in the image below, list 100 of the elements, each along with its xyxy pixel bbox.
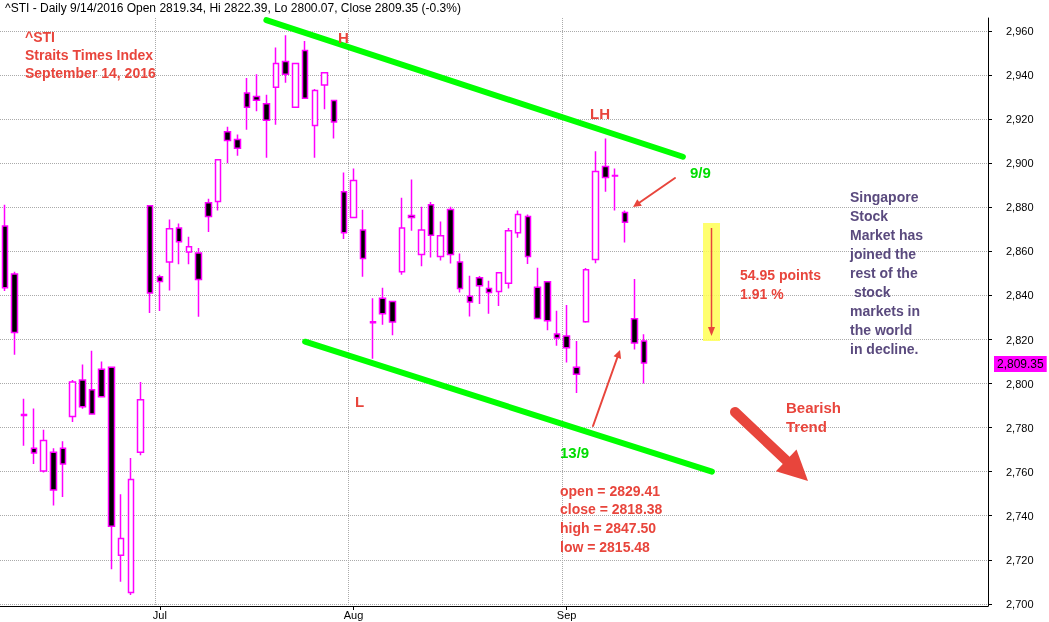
candlestick	[223, 126, 232, 165]
candlestick	[485, 279, 493, 315]
candlestick	[388, 300, 397, 337]
candlestick	[68, 379, 77, 423]
candlestick	[20, 398, 28, 447]
candlestick	[601, 137, 610, 193]
annotation: Bearish Trend	[786, 399, 846, 435]
candlestick	[369, 297, 377, 360]
candlestick	[446, 205, 455, 265]
candlestick	[543, 281, 552, 332]
annotation: L	[355, 393, 365, 410]
candlestick	[504, 227, 513, 290]
annotation: 13/9	[560, 444, 590, 461]
candlestick	[262, 93, 271, 159]
candlestick	[553, 309, 561, 347]
y-tick-label: 2,700	[1006, 597, 1034, 610]
candlestick	[30, 407, 38, 465]
annotation: 54.95 points	[740, 266, 822, 283]
y-tick-label: 2,800	[1006, 377, 1034, 390]
candlestick	[214, 158, 222, 212]
candlestick	[466, 274, 474, 318]
candlestick	[524, 213, 532, 265]
annotation: 1.91 %	[740, 285, 785, 302]
candlestick	[407, 178, 416, 232]
candlestick	[204, 198, 213, 233]
candlestick	[78, 363, 87, 410]
candlestick	[427, 201, 435, 259]
candlestick	[127, 457, 135, 596]
candlestick	[572, 340, 581, 394]
y-tick-label: 2,840	[1006, 289, 1034, 302]
candlestick	[156, 274, 164, 312]
text: Singapore Stock Market has joined the rest of the stock markets in the world in decline.	[850, 188, 924, 357]
candlestick	[320, 72, 329, 110]
candlestick	[281, 34, 290, 84]
y-tick-label: 2,940	[1006, 69, 1034, 82]
candlestick	[417, 205, 426, 267]
candlestick	[591, 150, 600, 265]
annotation: high = 2847.50	[560, 519, 657, 536]
candlestick	[107, 366, 116, 570]
candlestick	[562, 304, 571, 364]
annotation: September 14, 2016	[25, 64, 156, 81]
candlestick	[611, 167, 619, 212]
candlestick	[475, 275, 484, 305]
candlestick	[301, 40, 309, 99]
y-tick-label: 2,780	[1006, 421, 1034, 434]
candlestick	[291, 62, 300, 108]
annotation: Straits Times Index	[25, 46, 154, 63]
candlestick	[640, 333, 648, 385]
annotation: low = 2815.48	[560, 538, 651, 555]
candlestick	[252, 73, 261, 112]
x-tick-label: Jul	[152, 608, 167, 621]
annotation: open = 2829.41	[560, 482, 661, 499]
candlestick	[243, 77, 251, 131]
candlestick	[436, 220, 445, 262]
candlestick	[514, 209, 522, 239]
annotation: close = 2818.38	[560, 500, 663, 517]
candlestick	[533, 266, 542, 320]
candlestick	[117, 493, 125, 583]
y-tick-label: 2,860	[1006, 245, 1034, 258]
candlestick	[97, 360, 106, 398]
candlestick	[272, 46, 280, 126]
y-tick-label: 2,880	[1006, 201, 1034, 214]
text: 2,809.35	[997, 357, 1045, 371]
candlestick	[136, 381, 145, 456]
candlestick	[349, 167, 358, 219]
y-tick-label: 2,820	[1006, 333, 1034, 346]
candlestick	[582, 267, 590, 324]
y-tick-label: 2,760	[1006, 465, 1034, 478]
annotation: LH	[590, 105, 610, 122]
y-tick-label: 2,740	[1006, 509, 1034, 522]
annotation: H	[338, 29, 349, 46]
candlestick	[10, 270, 19, 356]
chart-title: ^STI - Daily 9/14/2016 Open 2819.34, Hi 2822.39, Lo 2800.07, Close 2809.35 (-0.3%)	[5, 1, 461, 15]
y-tick-label: 2,960	[1006, 25, 1034, 38]
candlestick	[233, 133, 242, 157]
candlestick	[39, 429, 48, 474]
candlestick	[340, 171, 348, 240]
candlestick	[1, 204, 9, 292]
y-tick-label: 2,920	[1006, 113, 1034, 126]
y-tick-label: 2,720	[1006, 553, 1034, 566]
y-tick-label: 2,900	[1006, 157, 1034, 170]
candlestick	[311, 88, 319, 159]
candlestick	[398, 196, 406, 276]
candlestick	[359, 209, 367, 278]
candlestick	[185, 235, 193, 265]
candlestick	[165, 218, 174, 292]
annotation: ^STI	[25, 28, 55, 45]
candlestick	[88, 350, 96, 416]
x-tick-label: Aug	[343, 608, 364, 621]
candlestick	[175, 222, 183, 265]
candlestick	[194, 247, 203, 318]
x-tick-label: Sep	[556, 608, 577, 621]
candlestick	[630, 278, 639, 351]
annotation: 9/9	[690, 164, 711, 181]
candlestick	[330, 99, 338, 140]
candlestick	[146, 205, 154, 314]
candlestick	[456, 252, 464, 294]
candlestick	[49, 447, 58, 507]
candlestick	[378, 287, 387, 326]
candlestick	[621, 209, 629, 244]
